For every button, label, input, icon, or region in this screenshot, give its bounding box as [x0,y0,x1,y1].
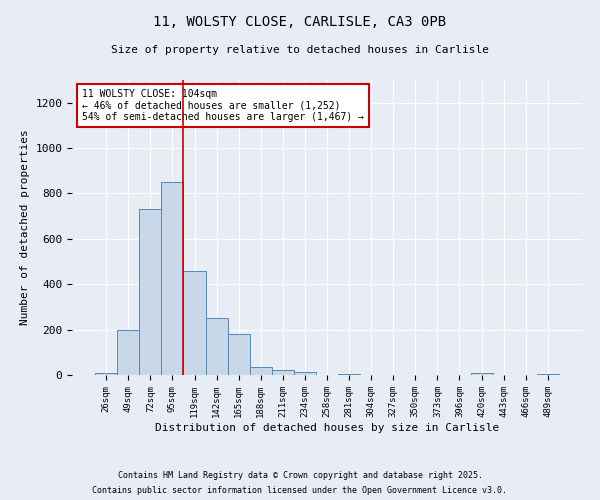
Bar [184,270,206,375]
Text: Contains public sector information licensed under the Open Government Licence v3: Contains public sector information licen… [92,486,508,495]
Text: Size of property relative to detached houses in Carlisle: Size of property relative to detached ho… [111,45,489,55]
Bar [139,210,161,375]
Bar [470,373,493,375]
Bar [272,370,294,375]
Text: Contains HM Land Registry data © Crown copyright and database right 2025.: Contains HM Land Registry data © Crown c… [118,471,482,480]
X-axis label: Distribution of detached houses by size in Carlisle: Distribution of detached houses by size … [155,422,499,432]
Bar [161,182,184,375]
Y-axis label: Number of detached properties: Number of detached properties [20,130,30,326]
Bar [95,372,117,375]
Bar [250,367,272,375]
Text: 11, WOLSTY CLOSE, CARLISLE, CA3 0PB: 11, WOLSTY CLOSE, CARLISLE, CA3 0PB [154,15,446,29]
Bar [294,372,316,375]
Bar [227,334,250,375]
Text: 11 WOLSTY CLOSE: 104sqm
← 46% of detached houses are smaller (1,252)
54% of semi: 11 WOLSTY CLOSE: 104sqm ← 46% of detache… [82,89,364,122]
Bar [117,330,139,375]
Bar [206,318,227,375]
Bar [338,374,360,375]
Bar [537,374,559,375]
